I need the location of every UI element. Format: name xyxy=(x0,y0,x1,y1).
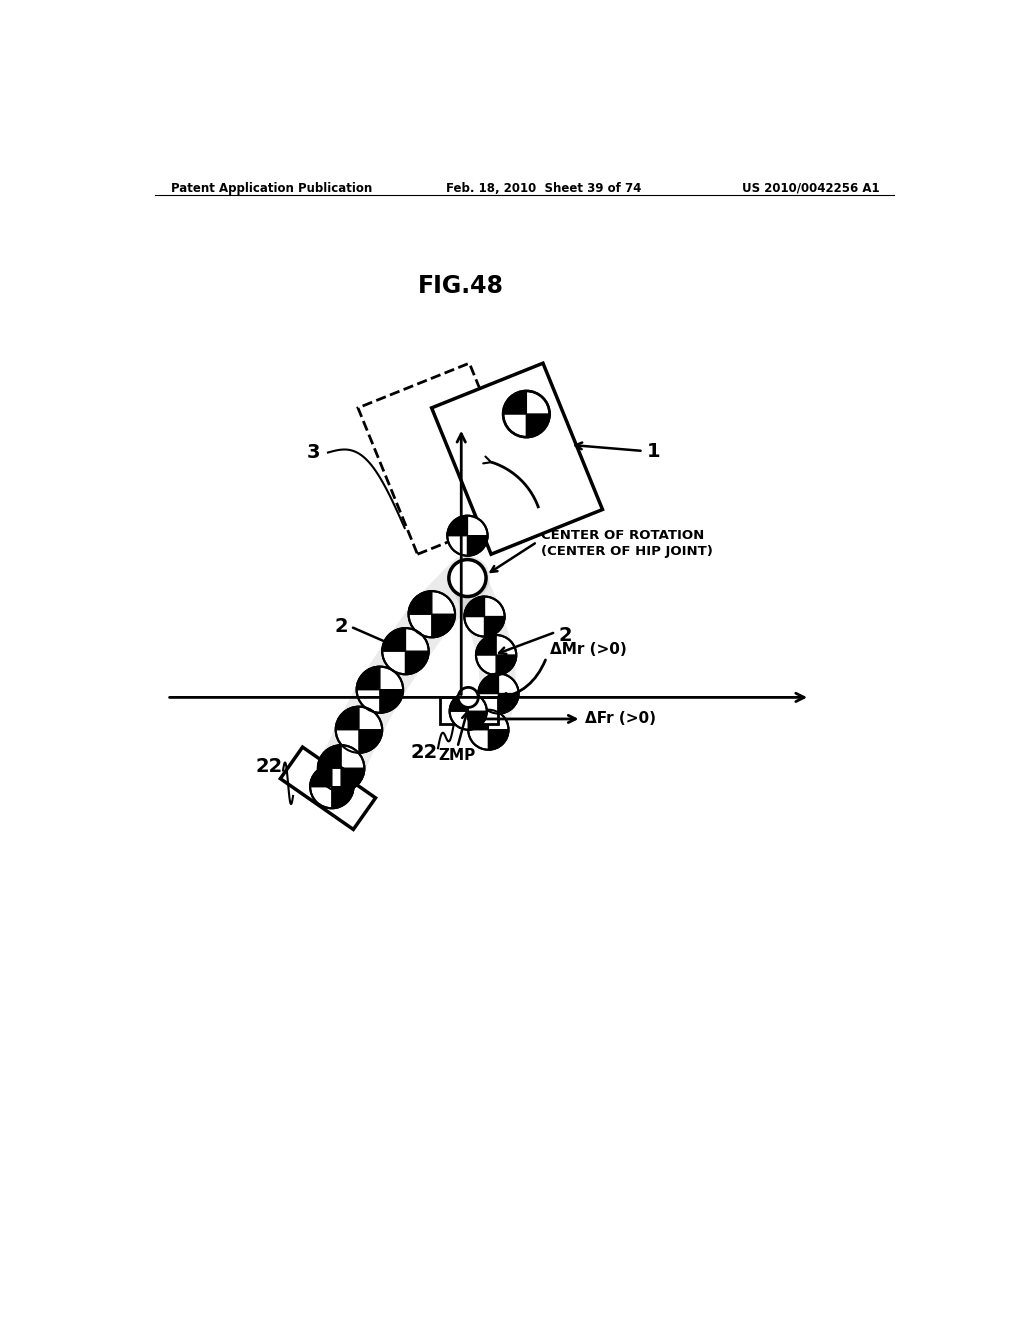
Text: 22: 22 xyxy=(256,758,283,776)
Wedge shape xyxy=(468,711,486,730)
Wedge shape xyxy=(478,673,499,693)
Text: 22: 22 xyxy=(411,743,438,763)
Polygon shape xyxy=(281,747,376,829)
Wedge shape xyxy=(464,597,484,616)
Circle shape xyxy=(450,693,486,730)
Circle shape xyxy=(503,391,550,437)
Wedge shape xyxy=(310,766,332,787)
Circle shape xyxy=(464,597,505,636)
Wedge shape xyxy=(359,730,382,752)
Circle shape xyxy=(449,560,486,597)
Wedge shape xyxy=(380,689,403,713)
Wedge shape xyxy=(476,635,496,655)
Wedge shape xyxy=(341,768,365,792)
Wedge shape xyxy=(409,591,432,614)
Circle shape xyxy=(476,635,516,675)
Wedge shape xyxy=(468,710,488,730)
Circle shape xyxy=(382,628,429,675)
Wedge shape xyxy=(406,651,429,675)
Wedge shape xyxy=(484,616,505,636)
Circle shape xyxy=(317,744,365,792)
Text: 1: 1 xyxy=(646,441,660,461)
Wedge shape xyxy=(467,536,487,556)
Wedge shape xyxy=(450,693,468,711)
Text: CENTER OF ROTATION
(CENTER OF HIP JOINT): CENTER OF ROTATION (CENTER OF HIP JOINT) xyxy=(541,529,713,558)
Text: FIG.48: FIG.48 xyxy=(418,275,504,298)
Text: US 2010/0042256 A1: US 2010/0042256 A1 xyxy=(742,182,880,194)
Text: ΔMr (>0): ΔMr (>0) xyxy=(550,642,627,657)
Circle shape xyxy=(478,673,518,714)
Circle shape xyxy=(468,710,509,750)
Wedge shape xyxy=(496,655,516,675)
Wedge shape xyxy=(382,628,406,651)
Text: 2: 2 xyxy=(335,616,348,636)
Circle shape xyxy=(356,667,403,713)
Wedge shape xyxy=(356,667,380,689)
Bar xyxy=(439,697,498,725)
Wedge shape xyxy=(503,391,526,414)
Wedge shape xyxy=(488,730,509,750)
Circle shape xyxy=(336,706,382,752)
Circle shape xyxy=(409,591,455,638)
Wedge shape xyxy=(317,744,341,768)
Wedge shape xyxy=(332,787,353,808)
Text: Feb. 18, 2010  Sheet 39 of 74: Feb. 18, 2010 Sheet 39 of 74 xyxy=(445,182,641,194)
Text: 2: 2 xyxy=(558,626,571,645)
Circle shape xyxy=(447,516,487,556)
Text: Patent Application Publication: Patent Application Publication xyxy=(171,182,372,194)
Text: ZMP: ZMP xyxy=(438,747,475,763)
Polygon shape xyxy=(431,363,602,554)
Wedge shape xyxy=(499,693,518,714)
Circle shape xyxy=(310,766,353,808)
Wedge shape xyxy=(432,614,455,638)
Wedge shape xyxy=(526,414,550,437)
Wedge shape xyxy=(336,706,359,730)
Wedge shape xyxy=(447,516,467,536)
Text: 3: 3 xyxy=(307,444,321,462)
Circle shape xyxy=(458,688,478,708)
Text: ΔFr (>0): ΔFr (>0) xyxy=(586,711,656,726)
Polygon shape xyxy=(358,363,528,554)
